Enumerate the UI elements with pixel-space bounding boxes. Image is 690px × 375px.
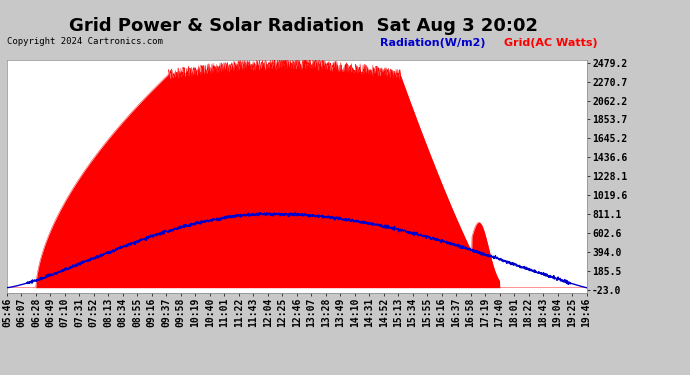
- Text: Grid Power & Solar Radiation  Sat Aug 3 20:02: Grid Power & Solar Radiation Sat Aug 3 2…: [69, 17, 538, 35]
- Text: Grid(AC Watts): Grid(AC Watts): [504, 38, 598, 48]
- Text: Radiation(W/m2): Radiation(W/m2): [380, 38, 485, 48]
- Text: Copyright 2024 Cartronics.com: Copyright 2024 Cartronics.com: [7, 38, 163, 46]
